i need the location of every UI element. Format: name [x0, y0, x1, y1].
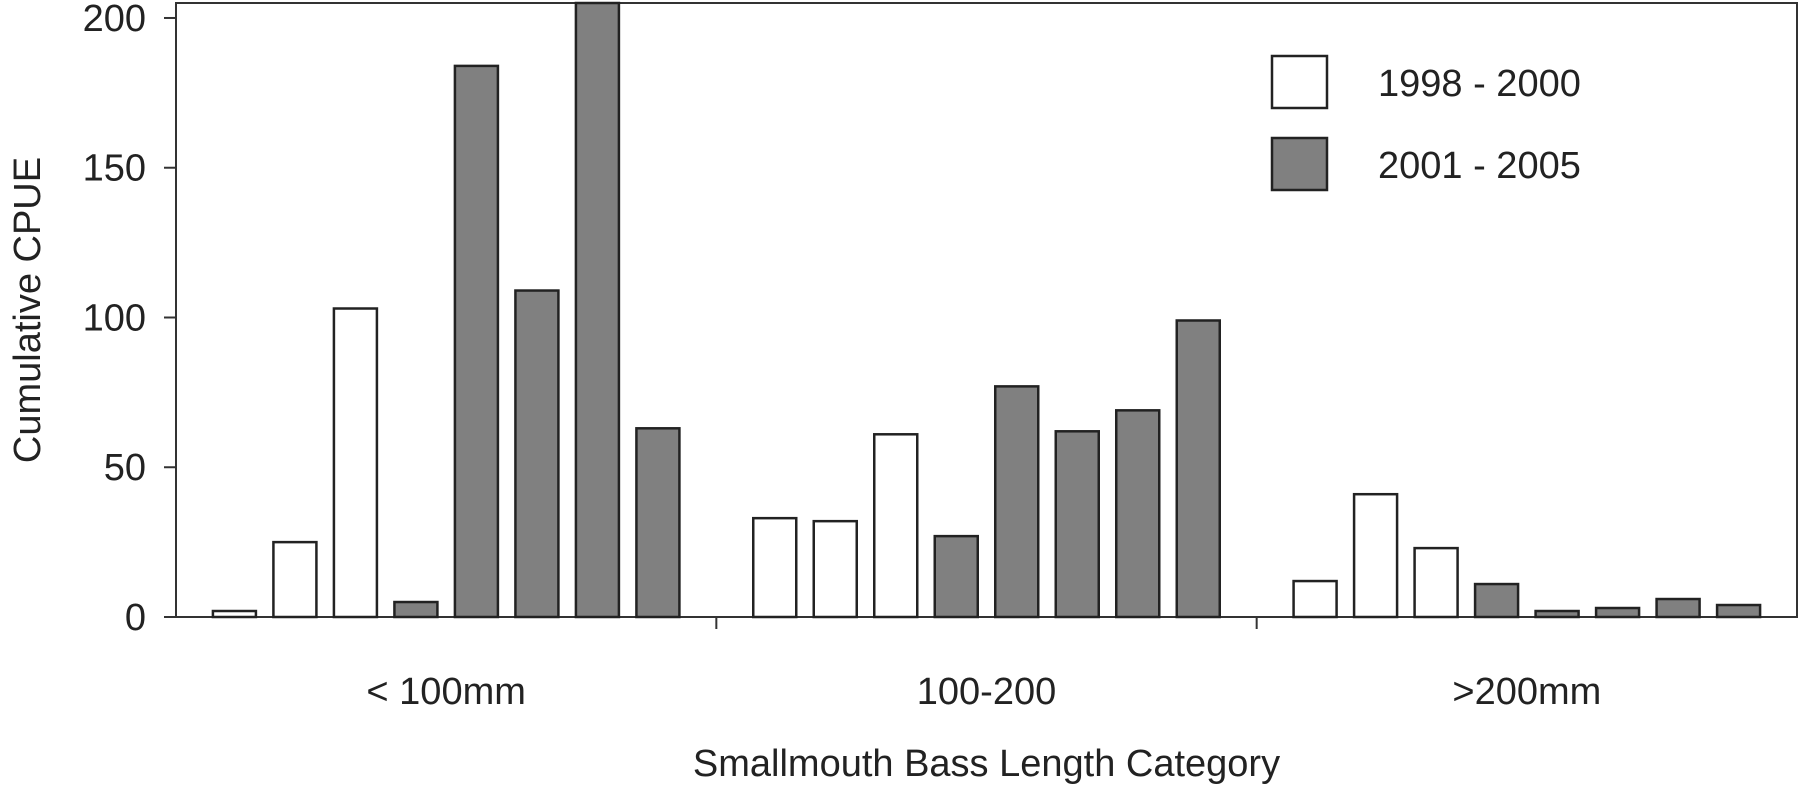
- x-category-label: < 100mm: [366, 671, 525, 713]
- y-tick-label: 100: [83, 297, 146, 339]
- bar: [752, 516, 798, 619]
- bar: [1352, 492, 1399, 619]
- y-tick-label: 150: [83, 148, 146, 190]
- bar: [1473, 582, 1520, 619]
- y-axis-label: Cumulative CPUE: [7, 157, 49, 463]
- bar: [514, 289, 560, 619]
- legend: 1998 - 2000 2001 - 2005: [1270, 54, 1581, 192]
- legend-label: 1998 - 2000: [1378, 63, 1581, 105]
- bar: [994, 385, 1040, 619]
- legend-label: 2001 - 2005: [1378, 145, 1581, 187]
- bar: [1413, 546, 1459, 619]
- bar: [812, 519, 858, 619]
- x-axis-ticks: < 100mm 100-200 >200mm: [366, 617, 1601, 713]
- bar: [574, 1, 621, 619]
- bars: [211, 1, 1762, 619]
- bar: [332, 307, 379, 619]
- plot-frame: [175, 2, 1798, 618]
- bar: [1655, 597, 1701, 619]
- legend-swatch: [1270, 136, 1329, 192]
- bar: [1115, 409, 1161, 619]
- bar: [1175, 319, 1221, 619]
- x-category-label: >200mm: [1452, 671, 1601, 713]
- x-category-label: 100-200: [917, 671, 1056, 713]
- bar: [933, 534, 979, 619]
- bar: [635, 427, 681, 619]
- y-tick-label: 50: [104, 447, 146, 489]
- bar: [211, 609, 258, 619]
- bar: [1534, 609, 1580, 619]
- y-tick-label: 200: [83, 0, 146, 40]
- x-axis-label: Smallmouth Bass Length Category: [693, 743, 1280, 785]
- y-tick-label: 0: [125, 597, 146, 639]
- y-axis-ticks: 0 50 100 150 200: [83, 0, 176, 639]
- bar: [393, 600, 439, 619]
- bar: [1054, 430, 1100, 619]
- bar: [1715, 603, 1762, 619]
- bar: [1594, 606, 1641, 619]
- bar: [272, 540, 318, 619]
- bar: [873, 433, 919, 619]
- bar: [453, 64, 500, 619]
- bar: [1292, 579, 1338, 619]
- legend-swatch: [1270, 54, 1329, 110]
